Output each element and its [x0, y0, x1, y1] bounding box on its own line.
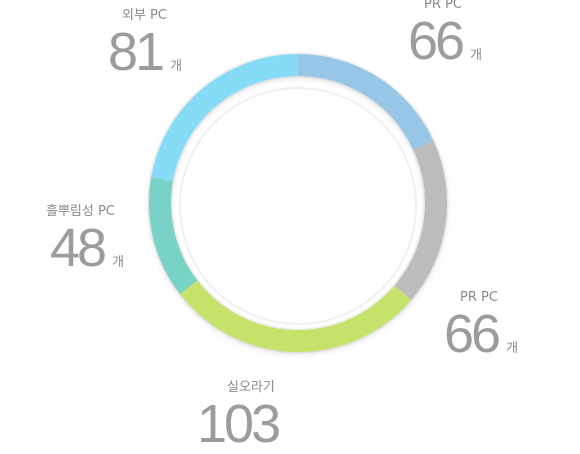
label-name: 흘뿌림성 PC	[46, 200, 124, 219]
label-name: PR PC	[460, 290, 518, 305]
label-value: 66	[444, 307, 498, 361]
label-scatter-pc: 흘뿌림성 PC 48 개	[46, 200, 124, 275]
label-external-pc: 외부 PC 81 개	[122, 4, 182, 79]
label-pr-pc-bottom: PR PC 66 개	[460, 290, 518, 361]
slice-external-pc	[162, 65, 298, 179]
donut-inner-ring	[180, 88, 416, 324]
label-value: 48	[50, 221, 104, 275]
label-value: 81	[108, 25, 162, 79]
label-unit: 개	[170, 55, 182, 74]
label-unit: 개	[112, 251, 124, 270]
label-name: 실오라기	[227, 376, 286, 395]
label-pr-pc-top: PR PC 66 개	[424, 0, 482, 68]
label-sil-oragi: 실오라기 103	[227, 376, 286, 451]
label-unit: 개	[470, 44, 482, 63]
label-value: 66	[408, 14, 462, 68]
label-value: 103	[197, 397, 278, 451]
label-name: 외부 PC	[122, 4, 182, 23]
label-unit: 개	[506, 337, 518, 356]
